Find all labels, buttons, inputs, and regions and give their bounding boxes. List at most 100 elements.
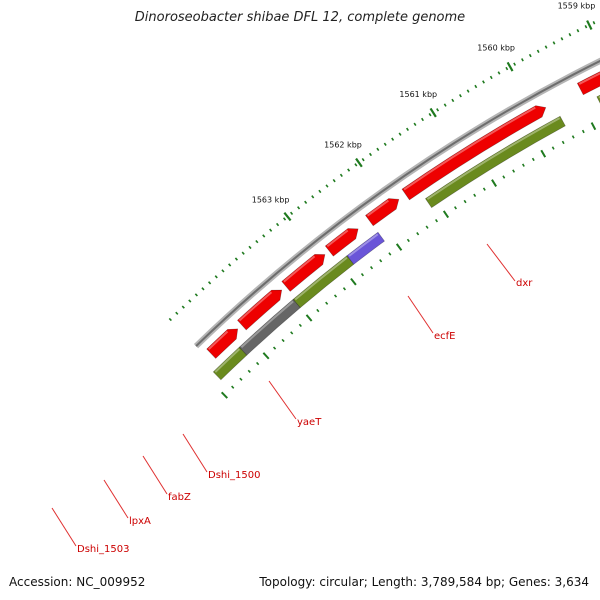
scale-major-tick xyxy=(506,61,514,72)
scale-minor-tick xyxy=(234,257,238,261)
forward-gene-2[interactable] xyxy=(237,289,283,331)
gene-label-Dshi_1503[interactable]: Dshi_1503 xyxy=(77,544,129,555)
scale-minor-tick xyxy=(428,112,432,117)
inner-tick xyxy=(350,277,357,286)
forward-gene-3[interactable] xyxy=(281,254,326,292)
label-leader-ecfE xyxy=(407,295,434,334)
scale-minor-tick xyxy=(354,163,358,167)
gene-category-1[interactable] xyxy=(212,346,248,381)
scale-minor-tick xyxy=(413,122,417,127)
scale-minor-tick xyxy=(421,117,424,122)
inner-tick xyxy=(305,314,313,322)
scale-minor-tick xyxy=(361,157,365,162)
scale-minor-tick xyxy=(489,75,493,80)
scale-major-tick xyxy=(586,20,593,31)
scale-minor-tick xyxy=(201,287,205,291)
scale-minor-tick xyxy=(221,269,225,273)
inner-tick xyxy=(434,218,439,223)
inner-tick xyxy=(540,149,547,158)
inner-tick xyxy=(360,272,365,277)
scale-minor-tick xyxy=(255,239,259,244)
inner-tick xyxy=(531,157,535,162)
inner-tick xyxy=(262,352,270,360)
scale-minor-tick xyxy=(466,89,470,93)
gene-label-fabZ[interactable]: fabZ xyxy=(168,492,191,503)
inner-tick xyxy=(521,163,525,167)
inner-tick xyxy=(369,265,374,270)
scale-minor-tick xyxy=(368,152,373,157)
inner-tick xyxy=(491,179,498,187)
inner-tick xyxy=(425,225,429,229)
scale-minor-tick xyxy=(282,217,287,221)
scale-minor-tick xyxy=(383,142,387,146)
inner-tick xyxy=(571,135,575,139)
scale-minor-tick xyxy=(262,234,266,238)
inner-tick xyxy=(247,369,251,374)
scale-minor-tick xyxy=(482,80,485,84)
inner-tick xyxy=(551,146,555,150)
scale-minor-tick xyxy=(228,263,232,267)
scale-minor-tick xyxy=(560,37,564,41)
inner-tick xyxy=(502,175,506,179)
scale-minor-tick xyxy=(297,206,301,210)
inner-tick xyxy=(342,287,347,291)
forward-gene-1[interactable] xyxy=(206,328,239,359)
label-leader-Dshi_1500 xyxy=(182,433,208,473)
inner-tick xyxy=(298,323,302,328)
scale-minor-tick xyxy=(332,178,336,183)
inner-tick xyxy=(388,252,392,256)
label-leader-fabZ xyxy=(142,455,168,495)
scale-minor-tick xyxy=(207,281,212,285)
scale-minor-tick xyxy=(175,311,179,315)
scale-minor-tick xyxy=(289,211,294,216)
forward-gene-6[interactable] xyxy=(401,105,547,201)
scale-label: 1561 kbp xyxy=(399,90,437,99)
scale-minor-tick xyxy=(451,98,455,103)
gene-category-3[interactable] xyxy=(292,255,355,309)
scale-minor-tick xyxy=(406,127,410,131)
inner-tick xyxy=(239,377,243,381)
forward-gene-7[interactable] xyxy=(576,35,600,96)
map-title: Dinoroseobacter shibae DFL 12, complete … xyxy=(134,10,466,25)
scale-minor-tick xyxy=(528,53,532,58)
inner-tick xyxy=(442,210,450,219)
inner-tick xyxy=(590,122,597,131)
inner-tick xyxy=(220,391,228,399)
scale-label: 1560 kbp xyxy=(477,44,515,53)
forward-gene-4[interactable] xyxy=(324,228,359,257)
scale-minor-tick xyxy=(497,71,501,75)
scale-minor-tick xyxy=(181,305,185,309)
scale-minor-tick xyxy=(576,28,580,33)
inner-tick xyxy=(316,308,320,313)
scale-minor-tick xyxy=(391,137,395,141)
gene-label-dxr[interactable]: dxr xyxy=(516,278,533,289)
gene-category-5[interactable] xyxy=(424,115,566,209)
scale-major-tick xyxy=(429,107,437,118)
inner-tick xyxy=(416,232,420,236)
scale-minor-tick xyxy=(398,132,402,136)
gene-category-4[interactable] xyxy=(346,231,385,265)
scale-minor-tick xyxy=(339,173,343,178)
scale-major-tick xyxy=(283,211,292,222)
inner-tick xyxy=(463,199,467,204)
label-leader-Dshi_1503 xyxy=(51,507,77,547)
scale-minor-tick xyxy=(248,245,252,250)
gene-label-lpxA[interactable]: lpxA xyxy=(129,516,151,527)
scale-minor-tick xyxy=(347,168,351,172)
scale-minor-tick xyxy=(458,94,462,98)
forward-gene-5[interactable] xyxy=(365,198,400,227)
scale-minor-tick xyxy=(241,251,245,255)
inner-tick xyxy=(561,140,565,145)
accession-text: Accession: NC_009952 xyxy=(9,575,146,589)
gene-label-ecfE[interactable]: ecfE xyxy=(434,331,456,342)
scale-minor-tick xyxy=(552,41,556,45)
scale-minor-tick xyxy=(276,222,280,227)
gene-category-6[interactable] xyxy=(596,55,600,106)
gene-label-yaeT[interactable]: yaeT xyxy=(297,417,322,428)
inner-tick xyxy=(512,169,516,173)
inner-tick xyxy=(406,238,410,243)
inner-tick xyxy=(482,187,486,191)
gene-label-Dshi_1500[interactable]: Dshi_1500 xyxy=(208,470,260,481)
scale-minor-tick xyxy=(168,317,172,322)
scale-major-tick xyxy=(355,157,363,168)
